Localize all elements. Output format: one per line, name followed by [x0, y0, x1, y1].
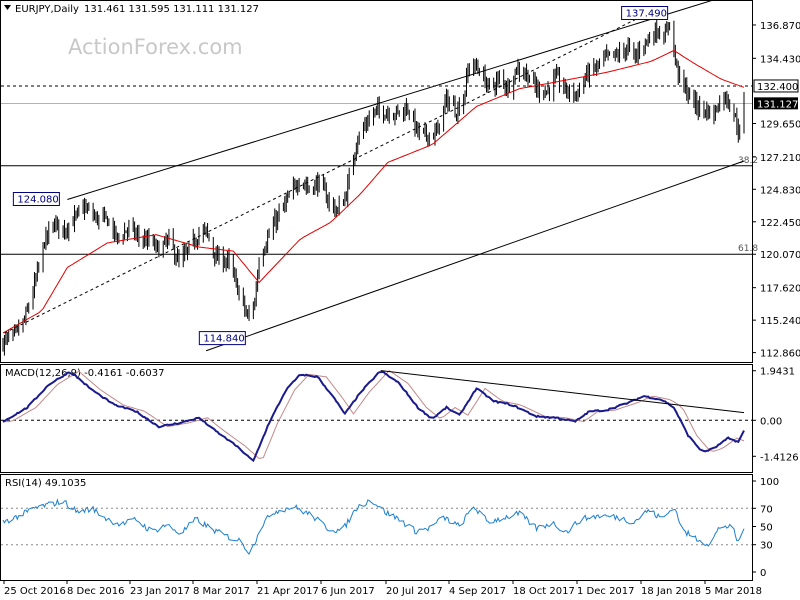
rsi-tick-label: 30 [760, 541, 773, 552]
chart-header: EURJPY,Daily 131.461 131.595 131.111 131… [4, 4, 259, 15]
rsi-tick-label: 70 [760, 504, 773, 515]
header-arrow-icon [4, 5, 11, 10]
rsi-tick-label: 0 [760, 568, 766, 579]
price-annotation-label: 114.840 [203, 334, 244, 345]
time-axis: 25 Oct 2016 8 Dec 2016 23 Jan 2017 8 Mar 20… [3, 580, 762, 597]
price-tick-label: 112.860 [760, 349, 800, 360]
macd-tick-label: 0.00 [760, 416, 782, 427]
macd-trend-line [380, 370, 745, 414]
rsi-label: RSI(14) 49.1035 [5, 478, 86, 489]
price-bars [2, 15, 745, 356]
price-panel-frame [0, 0, 753, 363]
time-tick-label: 5 Mar 2018 [705, 586, 762, 597]
price-tick-label: 124.830 [760, 185, 800, 196]
macd-layer: 1.9431 0.00 -1.4126 [1, 367, 799, 463]
channel-upper-line [67, 0, 716, 200]
macd-panel-frame [0, 364, 753, 473]
time-tick-label: 23 Jan 2017 [130, 586, 190, 597]
rsi-line [2, 498, 745, 556]
price-axis: 136.870 134.430 132.400 131.127 129.650 127.2… [752, 21, 800, 360]
price-annotation-label: 137.490 [626, 9, 667, 20]
price-annotation-box [198, 331, 246, 346]
fibo-level-label: 61.8 [738, 244, 758, 254]
price-tick-label: 134.430 [760, 54, 800, 65]
time-tick-label: 21 Apr 2017 [257, 586, 319, 597]
time-tick-label: 18 Jan 2018 [641, 586, 701, 597]
watermark: ActionForex.com [68, 35, 243, 59]
time-tick-label: 4 Sep 2017 [449, 586, 506, 597]
current-price-label: 131.127 [757, 99, 798, 110]
dashed-level-badge [753, 79, 799, 93]
rsi-panel-frame [0, 474, 753, 581]
time-tick-label: 1 Dec 2017 [577, 586, 635, 597]
price-tick-label: 129.650 [760, 120, 800, 131]
channel-lower-line [205, 160, 745, 352]
current-price-badge [754, 97, 798, 110]
rsi-layer: 100 70 50 30 0 [1, 477, 779, 579]
channel-middle-line [4, 7, 659, 334]
time-tick-label: 18 Oct 2017 [513, 586, 575, 597]
time-tick-label: 25 Oct 2016 [4, 586, 66, 597]
time-tick-label: 6 Jun 2017 [321, 586, 375, 597]
macd-line [2, 370, 745, 463]
header-symbol: EURJPY,Daily [15, 4, 79, 15]
macd-signal-line [3, 369, 745, 460]
time-tick-label: 20 Jul 2017 [386, 586, 443, 597]
rsi-tick-label: 100 [760, 477, 779, 488]
moving-average [2, 49, 745, 334]
price-annotation-box [621, 6, 669, 21]
macd-tick-label: 1.9431 [760, 367, 795, 378]
fibo-level-label: 38.2 [738, 156, 758, 166]
price-tick-label: 136.870 [760, 21, 800, 32]
price-guides: 38.2 61.8 [1, 0, 758, 352]
macd-label: MACD(12,26,9) -0.4161 -0.6037 [5, 368, 165, 379]
time-tick-label: 8 Dec 2016 [67, 586, 125, 597]
moving-average-line [2, 49, 745, 334]
macd-tick-label: -1.4126 [760, 452, 799, 463]
price-annotation-label: 124.080 [17, 195, 58, 206]
rsi-tick-label: 50 [760, 523, 773, 534]
price-annotations: 137.490 124.080 114.840 [12, 6, 669, 346]
price-tick-label: 120.070 [760, 250, 800, 261]
time-tick-label: 8 Mar 2017 [193, 586, 250, 597]
price-tick-label: 122.450 [760, 218, 800, 229]
dashed-level-label: 132.400 [757, 82, 798, 93]
price-tick-label: 115.240 [760, 316, 800, 327]
price-tick-label: 127.210 [760, 153, 800, 164]
header-ohlc: 131.461 131.595 131.111 131.127 [84, 4, 259, 15]
price-annotation-box [12, 192, 60, 207]
price-tick-label: 117.620 [760, 284, 800, 295]
